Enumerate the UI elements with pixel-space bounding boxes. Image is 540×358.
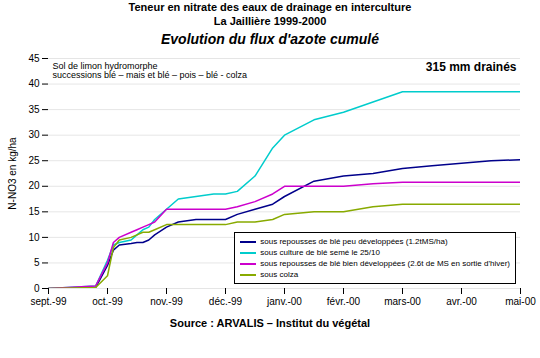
svg-text:déc.-99: déc.-99 [209,296,243,307]
svg-text:févr.-00: févr.-00 [327,296,361,307]
svg-text:315 mm drainés: 315 mm drainés [426,60,517,74]
svg-text:40: 40 [28,78,40,89]
html-text:sous colza: sous colza [260,270,299,279]
html-text:Teneur en nitrate des eaux de: Teneur en nitrate des eaux de drainage e… [128,1,412,13]
svg-text:15: 15 [28,206,40,217]
svg-text:oct.-99: oct.-99 [92,296,123,307]
html-text:La Jaillière 1999-2000: La Jaillière 1999-2000 [213,15,327,27]
html-text:sous repousses de blé bien dév: sous repousses de blé bien développées (… [260,259,510,268]
svg-text:30: 30 [28,129,40,140]
html-text:Source : ARVALIS – Institut du: Source : ARVALIS – Institut du végétal [169,317,371,329]
svg-text:mai-00: mai-00 [505,296,536,307]
svg-text:5: 5 [34,257,40,268]
svg-text:avr.-00: avr.-00 [446,296,477,307]
html-text:sous repousses de blé peu déve: sous repousses de blé peu développées (1… [260,237,448,246]
svg-text:35: 35 [28,104,40,115]
svg-text:janv.-00: janv.-00 [266,296,302,307]
svg-text:0: 0 [34,283,40,294]
svg-text:45: 45 [28,53,40,64]
svg-text:sept.-99: sept.-99 [30,296,67,307]
svg-text:Sol de limon hydromorphesucces: Sol de limon hydromorphesuccessions blé … [53,61,248,80]
svg-text:20: 20 [28,180,40,191]
svg-text:nov.-99: nov.-99 [150,296,183,307]
html-text:Evolution du flux d'azote cumu: Evolution du flux d'azote cumulé [161,31,379,47]
svg-text:mars-00: mars-00 [384,296,421,307]
svg-text:25: 25 [28,155,40,166]
html-text:sous culture de blé semé le 25: sous culture de blé semé le 25/10 [260,248,380,257]
svg-text:10: 10 [28,232,40,243]
svg-text:N-NO3 en kg/ha: N-NO3 en kg/ha [7,137,18,210]
